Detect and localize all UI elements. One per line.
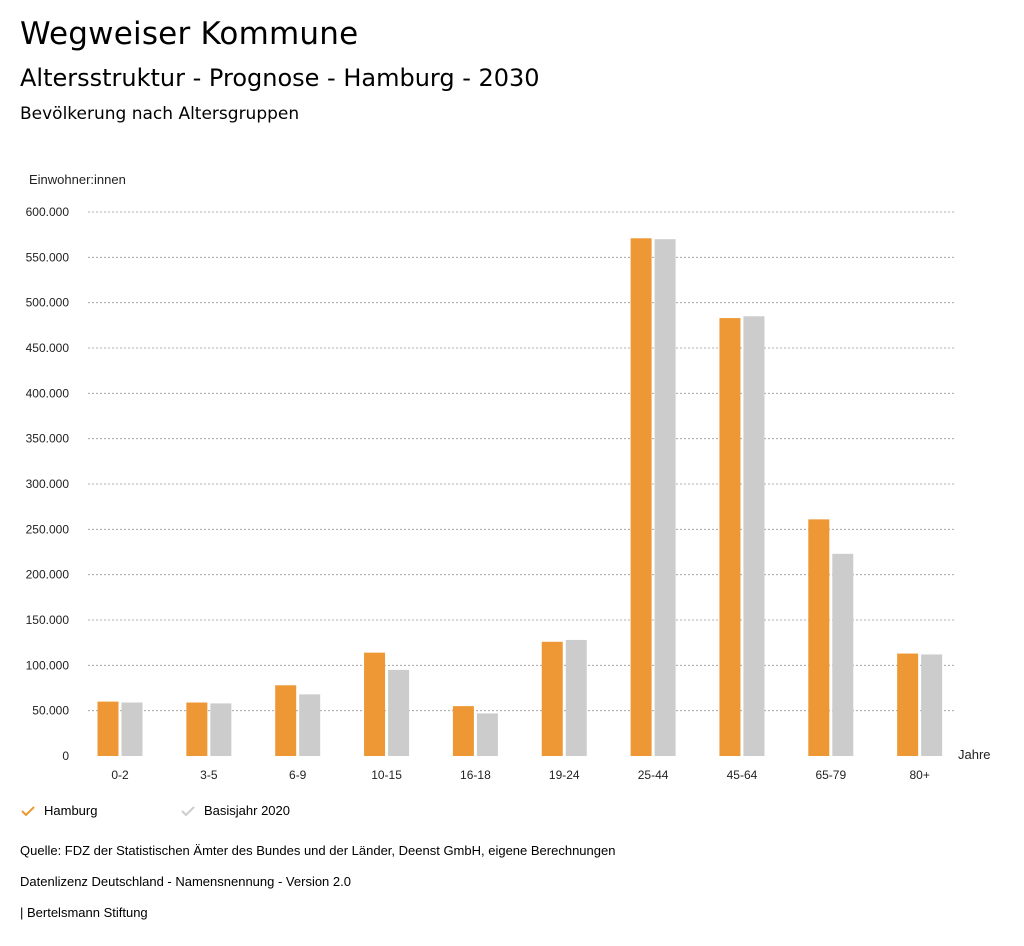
check-icon bbox=[21, 805, 35, 816]
y-tick-label: 300.000 bbox=[26, 477, 70, 491]
bar-hamburg-16-18[interactable] bbox=[452, 706, 474, 756]
bar-hamburg-19-24[interactable] bbox=[541, 641, 563, 756]
x-tick-label: 19-24 bbox=[549, 768, 580, 782]
bar-basisjahr-45-64[interactable] bbox=[743, 316, 765, 756]
bar-hamburg-80+[interactable] bbox=[897, 653, 919, 756]
y-tick-label: 550.000 bbox=[26, 250, 70, 264]
grid-lines bbox=[88, 211, 955, 712]
x-tick-label: 25-44 bbox=[638, 768, 669, 782]
bar-hamburg-10-15[interactable] bbox=[364, 652, 386, 756]
license-note: Datenlizenz Deutschland - Namensnennung … bbox=[20, 874, 351, 889]
x-tick-label: 45-64 bbox=[727, 768, 758, 782]
x-tick-label: 0-2 bbox=[111, 768, 129, 782]
y-tick-label: 150.000 bbox=[26, 613, 70, 627]
x-axis-label: Jahre bbox=[958, 747, 991, 762]
x-tick-label: 3-5 bbox=[200, 768, 218, 782]
source-note: Quelle: FDZ der Statistischen Ämter des … bbox=[20, 843, 616, 858]
legend-item-hamburg[interactable]: Hamburg bbox=[20, 803, 97, 818]
bar-hamburg-25-44[interactable] bbox=[630, 238, 652, 756]
x-tick-label: 80+ bbox=[909, 768, 929, 782]
x-tick-label: 65-79 bbox=[815, 768, 846, 782]
x-tick-label: 16-18 bbox=[460, 768, 491, 782]
bar-hamburg-45-64[interactable] bbox=[719, 318, 741, 756]
y-tick-label: 400.000 bbox=[26, 386, 70, 400]
y-tick-label: 450.000 bbox=[26, 341, 70, 355]
legend: Hamburg Basisjahr 2020 bbox=[0, 803, 1024, 825]
y-tick-label: 0 bbox=[62, 749, 69, 763]
bar-basisjahr-3-5[interactable] bbox=[210, 703, 232, 756]
bar-hamburg-65-79[interactable] bbox=[808, 519, 830, 756]
y-tick-label: 500.000 bbox=[26, 296, 70, 310]
bar-basisjahr-0-2[interactable] bbox=[121, 702, 143, 756]
check-icon bbox=[181, 805, 195, 816]
legend-label-basisjahr: Basisjahr 2020 bbox=[204, 803, 290, 818]
legend-label-hamburg: Hamburg bbox=[44, 803, 98, 818]
y-axis-label: Einwohner:innen bbox=[29, 172, 126, 187]
bar-basisjahr-6-9[interactable] bbox=[299, 694, 321, 756]
bar-basisjahr-10-15[interactable] bbox=[388, 669, 410, 756]
bar-chart: Einwohner:innen Jahre 0 50.000 100.000 150.… bbox=[26, 172, 991, 782]
bar-hamburg-3-5[interactable] bbox=[186, 702, 208, 756]
y-axis-ticks: 0 50.000 100.000 150.000 200.000 250.000 300.0… bbox=[26, 205, 70, 763]
y-tick-label: 600.000 bbox=[26, 205, 70, 219]
bars bbox=[97, 238, 943, 756]
y-tick-label: 350.000 bbox=[26, 432, 70, 446]
legend-item-basisjahr[interactable]: Basisjahr 2020 bbox=[180, 803, 290, 818]
y-tick-label: 250.000 bbox=[26, 522, 70, 536]
page-title: Wegweiser Kommune bbox=[20, 16, 359, 52]
bar-basisjahr-19-24[interactable] bbox=[565, 639, 587, 756]
bar-hamburg-6-9[interactable] bbox=[275, 685, 297, 756]
bar-basisjahr-16-18[interactable] bbox=[476, 713, 498, 756]
y-tick-label: 100.000 bbox=[26, 658, 70, 672]
y-tick-label: 50.000 bbox=[32, 704, 69, 718]
bar-basisjahr-65-79[interactable] bbox=[832, 553, 854, 756]
chart-heading: Bevölkerung nach Altersgruppen bbox=[20, 104, 300, 124]
credit-note: | Bertelsmann Stiftung bbox=[20, 905, 148, 920]
x-tick-label: 10-15 bbox=[371, 768, 402, 782]
x-tick-label: 6-9 bbox=[289, 768, 307, 782]
x-axis-ticks: 0-2 3-5 6-9 10-15 16-18 19-24 25-44 45-64 65-79 8… bbox=[111, 768, 930, 782]
page-subtitle: Altersstruktur - Prognose - Hamburg - 20… bbox=[20, 64, 540, 92]
y-tick-label: 200.000 bbox=[26, 568, 70, 582]
bar-hamburg-0-2[interactable] bbox=[97, 701, 119, 756]
bar-basisjahr-25-44[interactable] bbox=[654, 239, 676, 756]
bar-basisjahr-80+[interactable] bbox=[921, 654, 943, 756]
